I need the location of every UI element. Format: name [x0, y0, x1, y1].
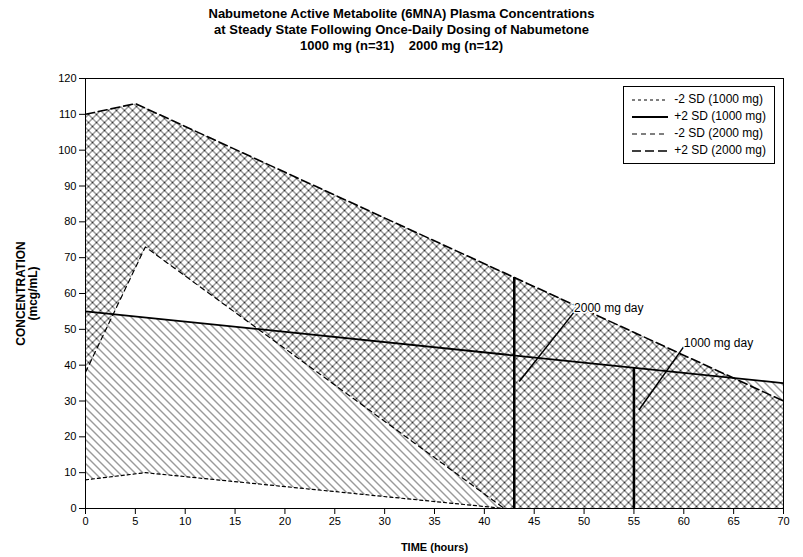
svg-text:25: 25: [329, 515, 341, 527]
html-text:-2 SD (2000 mg): -2 SD (2000 mg): [674, 126, 763, 140]
svg-text:120: 120: [58, 72, 76, 84]
svg-text:TIME (hours): TIME (hours): [401, 541, 469, 553]
svg-text:80: 80: [64, 215, 76, 227]
svg-text:30: 30: [64, 395, 76, 407]
svg-text:20: 20: [279, 515, 291, 527]
svg-text:70: 70: [777, 515, 789, 527]
svg-text:CONCENTRATION(mcg/mL): CONCENTRATION(mcg/mL): [14, 241, 40, 345]
html-text:+2 SD (2000 mg): +2 SD (2000 mg): [674, 143, 766, 157]
svg-text:50: 50: [578, 515, 590, 527]
svg-text:20: 20: [64, 430, 76, 442]
svg-text:90: 90: [64, 180, 76, 192]
svg-text:0: 0: [82, 515, 88, 527]
svg-text:100: 100: [58, 144, 76, 156]
svg-text:0: 0: [70, 502, 76, 514]
html-text:Nabumetone Active Metabolite (: Nabumetone Active Metabolite (6MNA) Plas…: [208, 6, 595, 53]
html-text:-2 SD (1000 mg): -2 SD (1000 mg): [674, 92, 763, 106]
svg-text:40: 40: [64, 359, 76, 371]
svg-text:65: 65: [728, 515, 740, 527]
svg-text:70: 70: [64, 251, 76, 263]
svg-text:40: 40: [478, 515, 490, 527]
svg-text:60: 60: [678, 515, 690, 527]
svg-text:30: 30: [379, 515, 391, 527]
svg-text:45: 45: [528, 515, 540, 527]
svg-text:110: 110: [59, 108, 77, 120]
svg-text:15: 15: [229, 515, 241, 527]
svg-text:10: 10: [64, 466, 76, 478]
svg-text:60: 60: [64, 287, 76, 299]
html-text:+2 SD (1000 mg): +2 SD (1000 mg): [674, 109, 766, 123]
svg-text:5: 5: [132, 515, 138, 527]
svg-text:10: 10: [179, 515, 191, 527]
svg-text:55: 55: [628, 515, 640, 527]
svg-text:1000 mg day: 1000 mg day: [684, 336, 753, 350]
svg-text:35: 35: [428, 515, 440, 527]
svg-text:50: 50: [64, 323, 76, 335]
svg-text:2000 mg day: 2000 mg day: [574, 301, 643, 315]
